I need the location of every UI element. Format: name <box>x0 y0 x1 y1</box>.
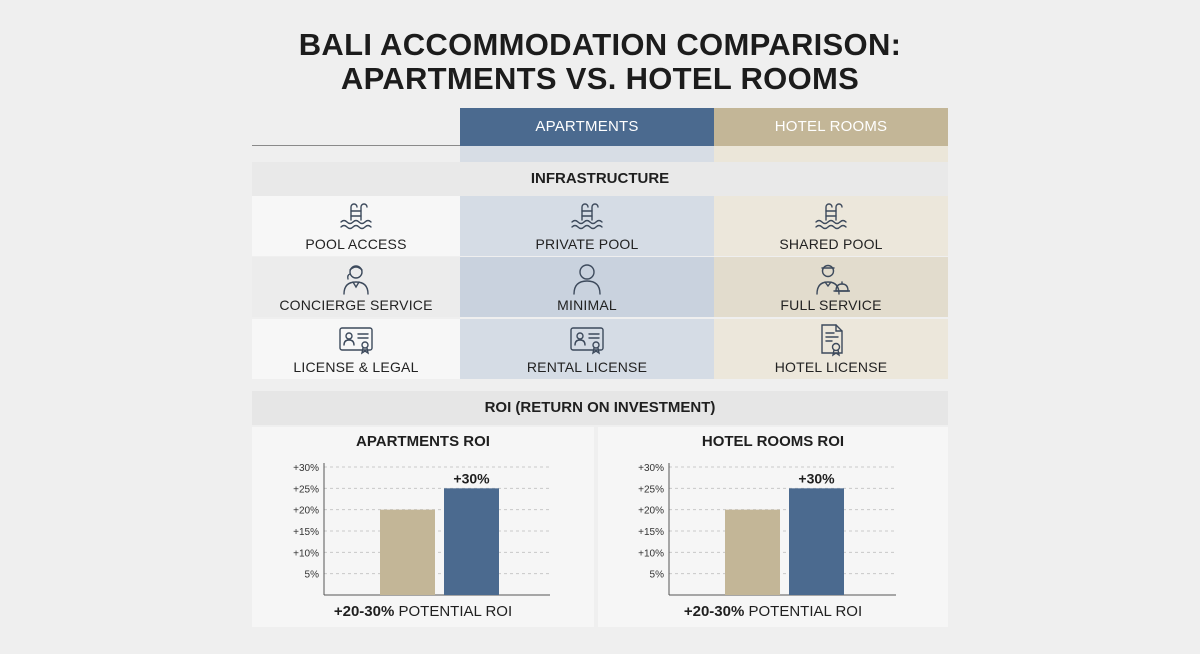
row-label-license: LICENSE & LEGAL <box>293 359 419 375</box>
y-tick-label: 5% <box>650 570 665 581</box>
row-pool-label-cell: POOL ACCESS <box>252 196 460 256</box>
section-roi: ROI (RETURN ON INVESTMENT) <box>252 391 948 425</box>
row-license-hotel-cell: HOTEL LICENSE <box>714 319 948 379</box>
y-tick-label: +15% <box>638 527 664 538</box>
y-tick-label: +30% <box>293 463 319 474</box>
row-pool-apartments-cell: PRIVATE POOL <box>460 196 714 256</box>
pool-ladder-icon <box>815 203 847 230</box>
chart-title: APARTMENTS ROI <box>356 433 490 450</box>
header-divider <box>252 145 460 146</box>
column-header-hotel-rooms: HOTEL ROOMS <box>714 108 948 146</box>
document-seal-icon <box>821 324 843 357</box>
bar-data-label: +30% <box>453 470 490 486</box>
roi-footer-text: POTENTIAL ROI <box>744 603 863 620</box>
y-tick-label: 5% <box>305 570 320 581</box>
hotel-column-strip <box>714 146 948 162</box>
apartments-concierge-value: MINIMAL <box>557 297 617 313</box>
row-label-concierge: CONCIERGE SERVICE <box>279 297 433 313</box>
roi-footer-range: +20-30% <box>683 603 745 620</box>
roi-chart-hotel-rooms: HOTEL ROOMS ROI 5% +10% +15% +20% +25% +30% +3… <box>598 427 948 627</box>
apartments-pool-value: PRIVATE POOL <box>535 236 639 252</box>
y-tick-label: +20% <box>638 506 664 517</box>
roi-bar <box>380 509 435 595</box>
y-tick-label: +25% <box>293 484 319 495</box>
row-concierge-hotel-cell: FULL SERVICE <box>714 257 948 317</box>
roi-bar-chart-apartments: 5% +10% +15% +20% +25% +30% +30% <box>293 463 550 596</box>
bellhop-cloche-icon <box>816 264 850 295</box>
roi-bar <box>444 488 499 595</box>
roi-footer: +20-30% POTENTIAL ROI <box>252 603 594 620</box>
title-line-2: APARTMENTS VS. HOTEL ROOMS <box>340 61 860 96</box>
title-line-1: BALI ACCOMMODATION COMPARISON: <box>298 27 902 62</box>
concierge-person-icon <box>343 265 369 295</box>
row-pool-hotel-cell: SHARED POOL <box>714 196 948 256</box>
column-header-apartments: APARTMENTS <box>460 108 714 146</box>
roi-bar <box>725 509 780 595</box>
bar-data-label: +30% <box>798 470 835 486</box>
roi-footer: +20-30% POTENTIAL ROI <box>598 603 948 620</box>
y-tick-label: +10% <box>638 548 664 559</box>
roi-footer-text: POTENTIAL ROI <box>394 603 513 620</box>
hotel-license-value: HOTEL LICENSE <box>774 359 888 375</box>
row-license-apartments-cell: RENTAL LICENSE <box>460 319 714 379</box>
y-tick-label: +30% <box>638 463 664 474</box>
id-certificate-icon <box>570 327 604 355</box>
hotel-pool-value: SHARED POOL <box>779 236 883 252</box>
id-certificate-icon <box>339 327 373 355</box>
hotel-concierge-value: FULL SERVICE <box>780 297 882 313</box>
roi-footer-range: +20-30% <box>333 603 395 620</box>
roi-chart-apartments: APARTMENTS ROI 5% +10% +15% +20% +25% +30% +30… <box>252 427 594 627</box>
chart-title: HOTEL ROOMS ROI <box>701 433 845 450</box>
apartments-license-value: RENTAL LICENSE <box>526 359 648 375</box>
pool-ladder-icon <box>571 203 603 230</box>
row-label-pool: POOL ACCESS <box>305 236 407 252</box>
y-tick-label: +10% <box>293 548 319 559</box>
page-title: BALI ACCOMMODATION COMPARISON: APARTMENT… <box>0 28 1200 96</box>
apartments-column-strip <box>460 146 714 162</box>
row-concierge-apartments-cell: MINIMAL <box>460 257 714 317</box>
section-infrastructure: INFRASTRUCTURE <box>252 162 948 196</box>
y-tick-label: +25% <box>638 484 664 495</box>
roi-bar <box>789 488 844 595</box>
person-outline-icon <box>573 264 601 295</box>
row-license-label-cell: LICENSE & LEGAL <box>252 319 460 379</box>
pool-ladder-icon <box>340 203 372 230</box>
y-tick-label: +15% <box>293 527 319 538</box>
row-concierge-label-cell: CONCIERGE SERVICE <box>252 257 460 317</box>
y-tick-label: +20% <box>293 506 319 517</box>
roi-bar-chart-hotel-rooms: 5% +10% +15% +20% +25% +30% +30% <box>638 463 896 596</box>
